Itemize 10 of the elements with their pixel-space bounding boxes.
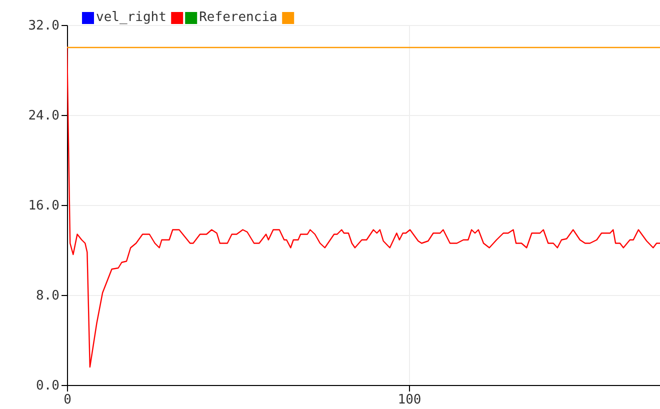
y-tick-label: 16.0	[28, 198, 60, 214]
y-tick-label: 0.0	[36, 378, 60, 394]
x-tick-label: 100	[398, 392, 422, 408]
y-tick-label: 24.0	[28, 108, 60, 124]
y-tick-label: 32.0	[28, 18, 60, 34]
y-tick-label: 8.0	[36, 288, 60, 304]
legend-label: vel_right	[96, 10, 166, 25]
x-tick-label: 0	[64, 392, 72, 408]
legend-label: Referencia	[199, 10, 278, 25]
line-series	[67, 46, 660, 368]
